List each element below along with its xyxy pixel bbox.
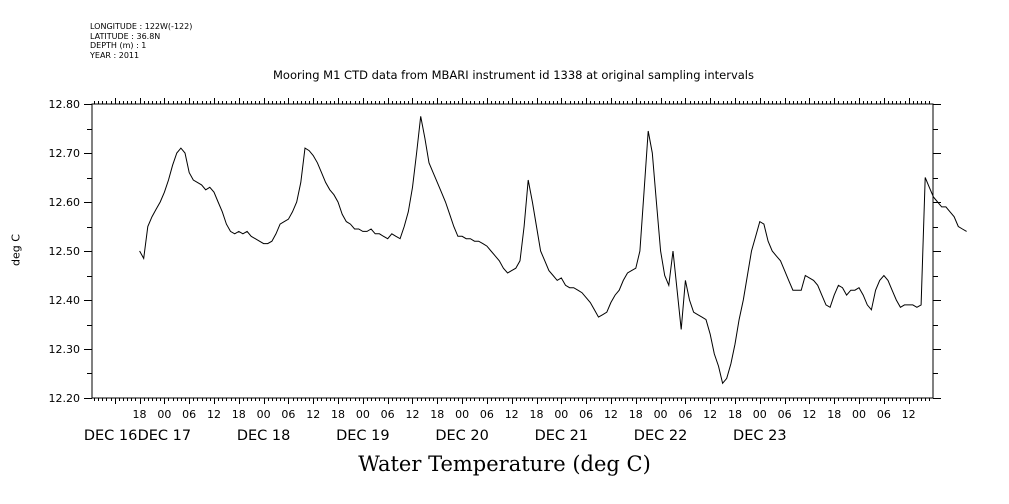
y-tick-label: 12.30 — [49, 343, 81, 356]
x-hour-label: 06 — [877, 408, 891, 421]
x-hour-label: 00 — [455, 408, 469, 421]
x-hour-label: 12 — [802, 408, 816, 421]
y-tick-marks — [84, 104, 941, 399]
x-hour-label: 12 — [505, 408, 519, 421]
x-hour-label: 06 — [678, 408, 692, 421]
x-hour-label: 18 — [530, 408, 544, 421]
x-hour-label: 12 — [207, 408, 221, 421]
plot-frame — [91, 103, 934, 399]
y-tick-label: 12.20 — [49, 392, 81, 405]
x-hour-label: 00 — [753, 408, 767, 421]
x-hour-label: 06 — [281, 408, 295, 421]
x-hour-label: 00 — [356, 408, 370, 421]
chart-title: Mooring M1 CTD data from MBARI instrumen… — [273, 68, 754, 82]
x-day-label: DEC 18 — [237, 428, 291, 444]
x-hour-label: 06 — [182, 408, 196, 421]
meta-depth: DEPTH (m) : 1 — [90, 41, 147, 50]
metadata-block: LONGITUDE : 122W(-122) LATITUDE : 36.8N … — [90, 22, 192, 60]
series-line — [139, 116, 967, 385]
x-hour-label: 18 — [728, 408, 742, 421]
x-hour-label: 06 — [778, 408, 792, 421]
y-tick-label: 12.80 — [49, 98, 81, 111]
x-hour-label: 06 — [579, 408, 593, 421]
meta-longitude: LONGITUDE : 122W(-122) — [90, 22, 193, 31]
y-tick-label: 12.60 — [49, 196, 81, 209]
x-day-label: DEC 23 — [733, 428, 787, 444]
y-tick-label: 12.70 — [49, 147, 81, 160]
x-hour-label: 12 — [306, 408, 320, 421]
x-hour-label: 18 — [827, 408, 841, 421]
x-hour-label: 06 — [480, 408, 494, 421]
x-hour-label: 00 — [654, 408, 668, 421]
x-day-label: DEC 21 — [535, 428, 589, 444]
x-day-label: DEC 22 — [634, 428, 688, 444]
x-hour-label: 18 — [430, 408, 444, 421]
x-hour-label: 06 — [381, 408, 395, 421]
x-hour-label: 18 — [133, 408, 147, 421]
x-hour-label: 12 — [902, 408, 916, 421]
tick-labels-group: 12.20 12.30 12.40 12.50 12.60 12.70 12.80 18 00 0… — [49, 98, 916, 444]
meta-year: YEAR : 2011 — [90, 50, 140, 60]
meta-latitude: LATITUDE : 36.8N — [90, 31, 161, 41]
axes-group — [91, 103, 934, 399]
x-hour-label: 18 — [629, 408, 643, 421]
x-hour-label: 00 — [554, 408, 568, 421]
x-hour-label: 00 — [852, 408, 866, 421]
ticks-group — [84, 98, 941, 404]
x-hour-label: 18 — [232, 408, 246, 421]
x-hour-label: 12 — [405, 408, 419, 421]
x-axis-title: Water Temperature (deg C) — [358, 452, 651, 476]
x-hour-label: 00 — [157, 408, 171, 421]
x-day-label: DEC 16 — [84, 428, 138, 444]
x-hour-label: 00 — [257, 408, 271, 421]
x-day-label: DEC 19 — [336, 428, 390, 444]
y-tick-label: 12.50 — [49, 245, 81, 258]
x-hour-label: 12 — [703, 408, 717, 421]
y-tick-label: 12.40 — [49, 294, 81, 307]
x-day-label: DEC 20 — [435, 428, 489, 444]
x-hour-label: 18 — [331, 408, 345, 421]
x-day-label: DEC 17 — [138, 428, 192, 444]
x-hour-label: 12 — [604, 408, 618, 421]
x-tick-marks — [94, 98, 930, 404]
